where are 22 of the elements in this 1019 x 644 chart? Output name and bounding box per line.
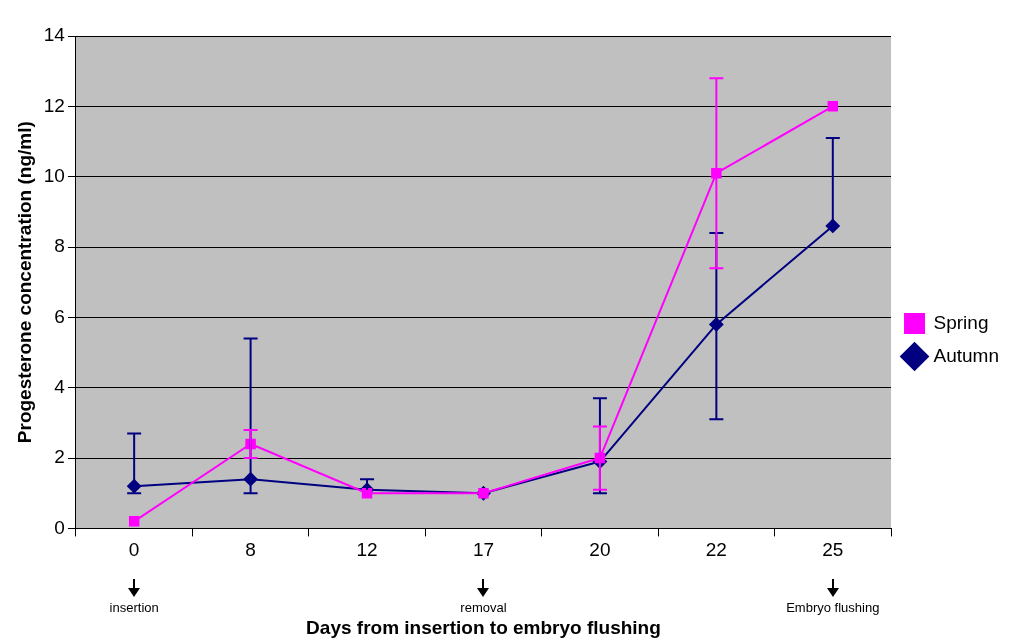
x-axis-title: Days from insertion to embryo flushing: [306, 616, 661, 638]
x-tick-label: 17: [472, 539, 495, 561]
legend-label: Spring: [933, 311, 989, 333]
legend-label: Autumn: [933, 344, 999, 366]
y-tick-label: 14: [43, 24, 66, 46]
x-tick-label: 25: [822, 539, 844, 561]
x-tick-label: 12: [356, 539, 378, 561]
x-tick-label: 22: [705, 539, 727, 561]
y-tick-label: 2: [54, 446, 65, 468]
x-tick-label: 20: [589, 539, 611, 561]
annotation: Embryo flushing: [786, 600, 880, 616]
y-axis-title: Progesterone concentration (ng/ml): [13, 121, 35, 444]
y-tick-label: 12: [43, 94, 65, 116]
x-tick-label: 8: [245, 539, 256, 561]
y-tick-label: 4: [54, 375, 66, 397]
y-tick-label: 10: [43, 164, 65, 186]
annotation: removal: [460, 600, 507, 616]
y-tick-label: 8: [54, 235, 65, 257]
y-tick-label: 6: [54, 305, 65, 327]
annotation: insertion: [109, 600, 159, 616]
x-tick-label: 0: [128, 539, 140, 561]
y-tick-label: 0: [54, 516, 65, 538]
